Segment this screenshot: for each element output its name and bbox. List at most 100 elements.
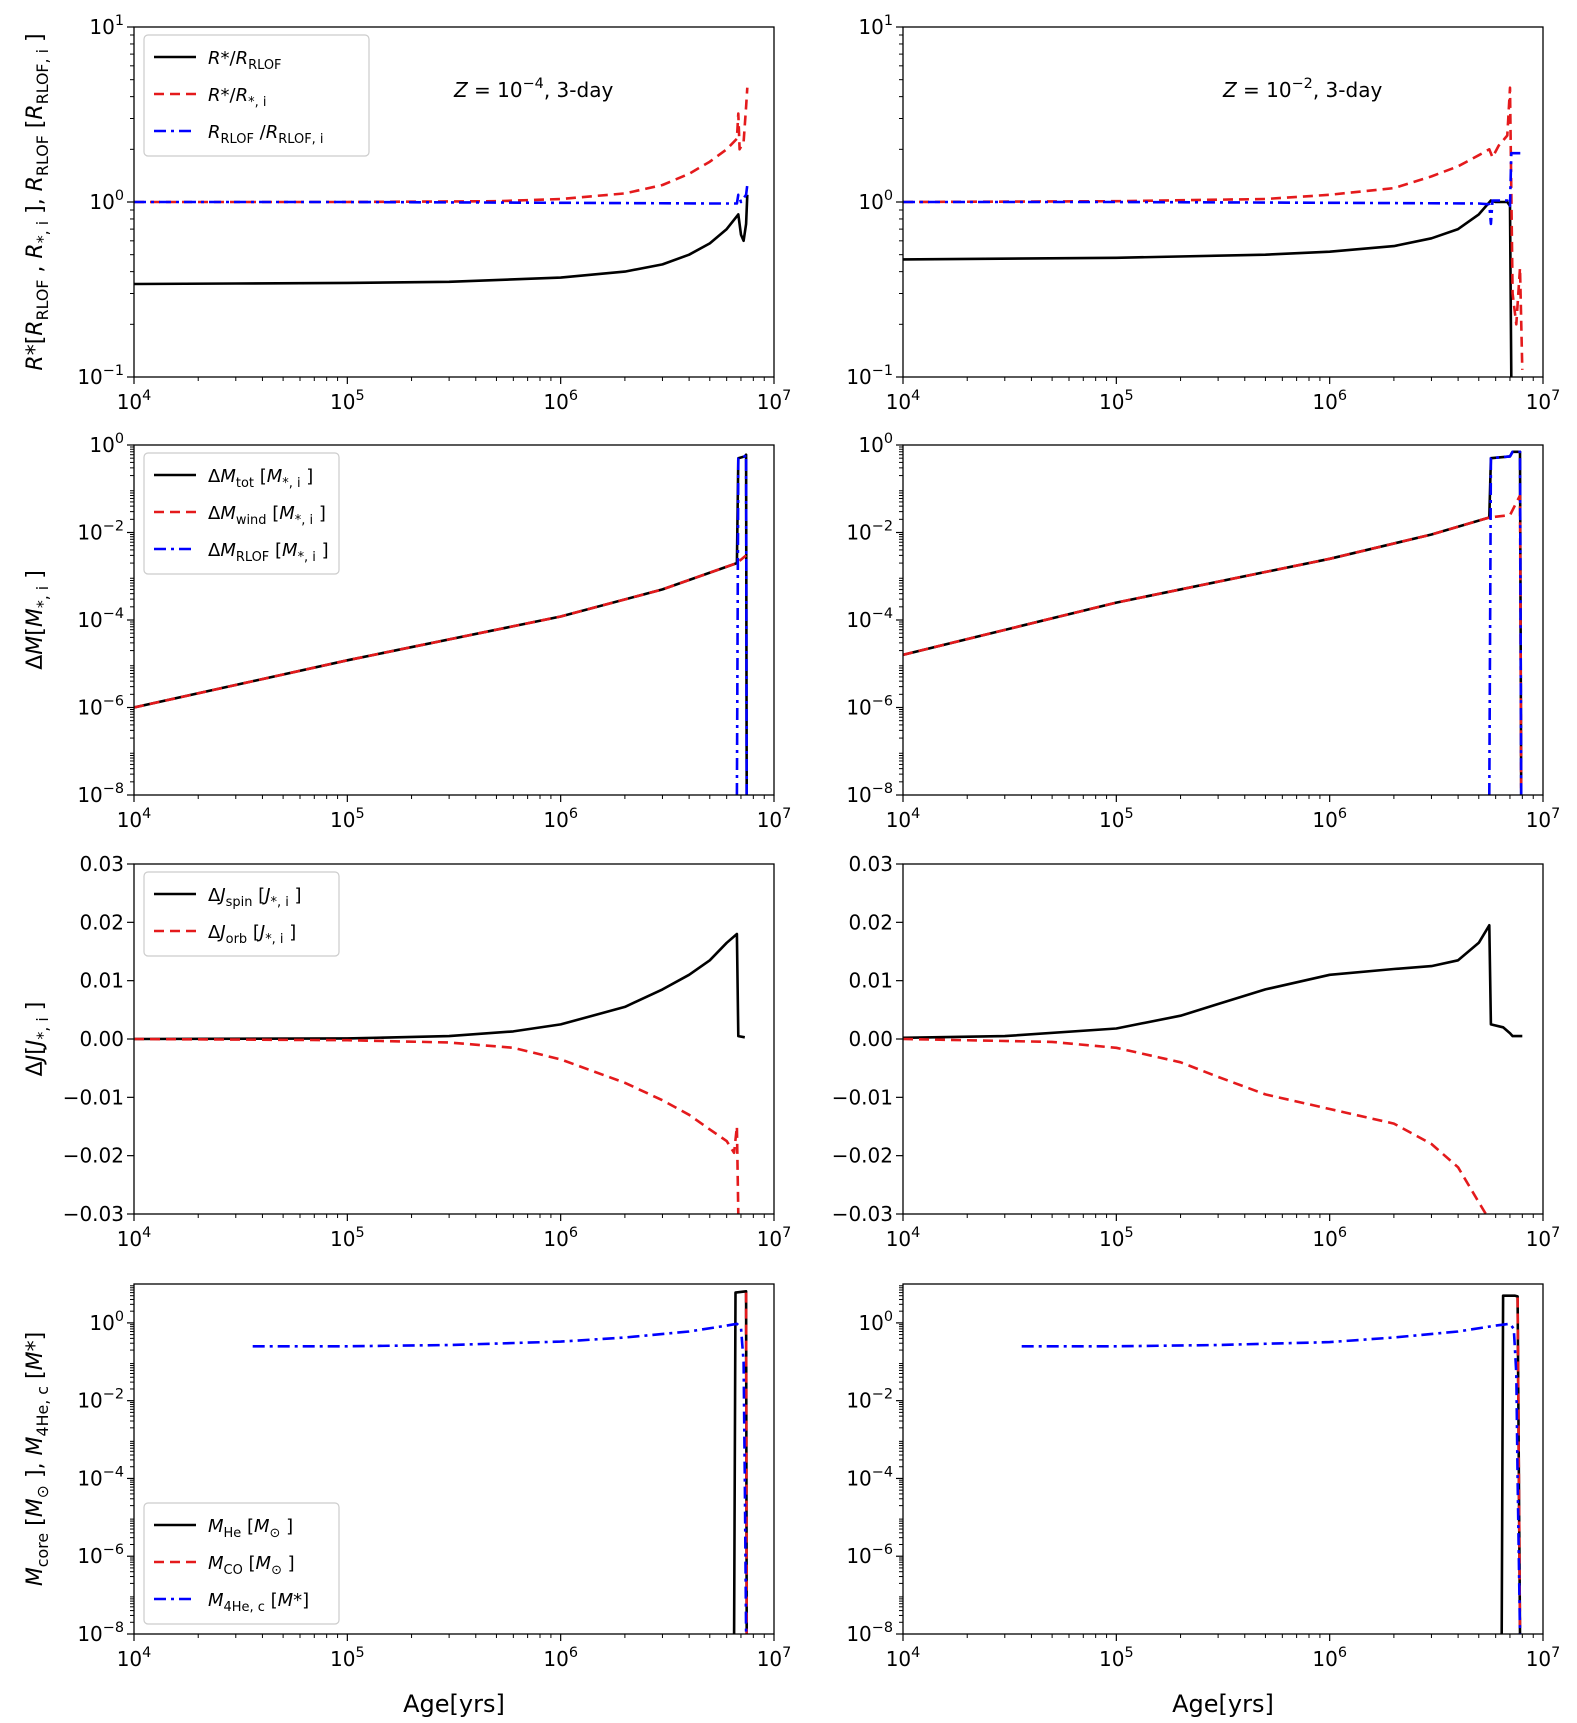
panel-mass-loss-Z1e-2: 104 105 106 107 10−8 10−6 10−4 10−2 100 [846,431,1560,832]
y-tick-label: 10−8 [77,1620,124,1646]
x-tick-label: 104 [886,1645,921,1671]
y-tick-label: 100 [858,431,893,457]
y-tick-label: −0.02 [63,1144,124,1168]
y-tick-label: 101 [858,13,893,39]
panel-annotation: Z = 10−4, 3-day [453,76,613,102]
y-tick-label: 10−2 [846,519,893,545]
series-line [903,1037,1488,1214]
plot-frame [902,1283,1544,1635]
plot-frame [902,863,1544,1215]
y-tick-label: 10−2 [77,519,124,545]
series-line [903,199,1513,377]
y-tick-label: 10−4 [77,606,124,632]
panel-angmom-Z1e-4: 104 105 106 107 −0.03 −0.02 −0.01 0.00 0.01 0.02 0… [23,852,791,1251]
x-axis-label: Age[yrs] [1172,1690,1274,1718]
series-line [732,1290,748,1634]
plot-frame [133,863,775,1215]
y-axis-label: R*[RRLOF , R*, i ], RRLOF [RRLOF, i ] [23,33,52,370]
x-tick-label: 106 [543,388,578,414]
series-line [1500,1294,1522,1634]
x-tick-label: 106 [1312,806,1347,832]
plot-frame [133,26,775,378]
x-tick-label: 105 [330,806,365,832]
x-tick-label: 105 [330,388,365,414]
y-tick-label: 101 [89,13,124,39]
series-line [903,151,1523,226]
y-tick-label: 10−6 [77,1542,124,1568]
x-tick-label: 105 [1099,388,1134,414]
y-tick-label: 100 [858,1309,893,1335]
x-tick-label: 104 [117,1225,152,1251]
x-tick-label: 104 [117,1645,152,1671]
y-tick-label: 0.03 [848,852,893,876]
series-line [134,194,749,286]
y-axis-label: ΔJ[J*, i ] [23,1002,52,1077]
y-tick-label: −0.01 [832,1085,893,1109]
y-tick-label: 0.02 [848,910,893,934]
series-line [134,87,749,204]
x-tick-label: 104 [886,388,921,414]
x-tick-label: 106 [543,806,578,832]
y-tick-label: 0.00 [848,1027,893,1051]
series-line [744,1292,748,1634]
y-tick-label: 10−8 [846,781,893,807]
y-tick-label: 100 [89,431,124,457]
y-tick-label: 10−6 [846,694,893,720]
x-tick-label: 107 [757,1225,792,1251]
series-line [134,554,747,709]
plot-frame [902,444,1544,796]
y-tick-label: −0.02 [832,1144,893,1168]
y-axis-label: Mcore [M⊙ ], M4He, c [M*] [23,1332,52,1586]
y-tick-label: −0.03 [63,1202,124,1226]
x-tick-label: 104 [886,806,921,832]
x-tick-label: 105 [1099,1225,1134,1251]
y-tick-label: 10−2 [77,1387,124,1413]
y-tick-label: 10−1 [77,363,124,389]
legend-label: ΔJorb [J*, i ] [208,922,296,947]
x-tick-label: 104 [117,388,152,414]
y-axis-label: ΔM[M*, i ] [23,570,52,670]
x-tick-label: 104 [117,806,152,832]
x-tick-label: 107 [757,806,792,832]
y-tick-label: 10−4 [77,1464,124,1490]
y-tick-label: 100 [89,188,124,214]
panel-angmom-Z1e-2: 104 105 106 107 −0.03 −0.02 −0.01 0.00 0.01 0.02 0… [832,852,1561,1251]
y-tick-label: 10−6 [77,694,124,720]
series-line [1021,1322,1522,1634]
x-tick-label: 105 [330,1225,365,1251]
y-tick-label: −0.01 [63,1085,124,1109]
panel-core-mass-Z1e-2: 104 105 106 107 10−8 10−6 10−4 10−2 100 [846,1283,1560,1671]
panel-radius-Z1e-2: 104 105 106 107 10−1 100 101 Z = 10−2, 3-day [846,13,1560,414]
y-tick-label: 100 [858,188,893,214]
legend-label: MCO [M⊙ ] [208,1553,295,1578]
x-tick-label: 107 [757,1645,792,1671]
panel-radius-Z1e-4: 104 105 106 107 10−1 100 101 Z = 10−4, 3-day R*/… [23,13,791,414]
series-line [134,184,749,205]
x-tick-label: 107 [1526,388,1561,414]
x-tick-label: 105 [1099,1645,1134,1671]
series-line [134,932,746,1041]
y-tick-label: 10−8 [77,781,124,807]
y-tick-label: 10−4 [846,606,893,632]
x-tick-label: 107 [1526,806,1561,832]
y-tick-label: −0.03 [832,1202,893,1226]
x-tick-label: 106 [1312,388,1347,414]
series-line [903,86,1524,370]
plot-frame [902,26,1544,378]
y-tick-label: 0.01 [79,969,124,993]
series-line [1488,450,1523,795]
plot-frame [133,444,775,796]
legend [143,34,370,157]
x-tick-label: 104 [886,1225,921,1251]
series-line [903,450,1523,795]
x-tick-label: 107 [757,388,792,414]
x-tick-label: 106 [1312,1645,1347,1671]
y-tick-label: 0.03 [79,852,124,876]
series-line [134,1037,740,1214]
y-tick-label: 0.02 [79,910,124,934]
series-line [903,924,1523,1040]
legend-label: R*/RRLOF [208,48,282,73]
